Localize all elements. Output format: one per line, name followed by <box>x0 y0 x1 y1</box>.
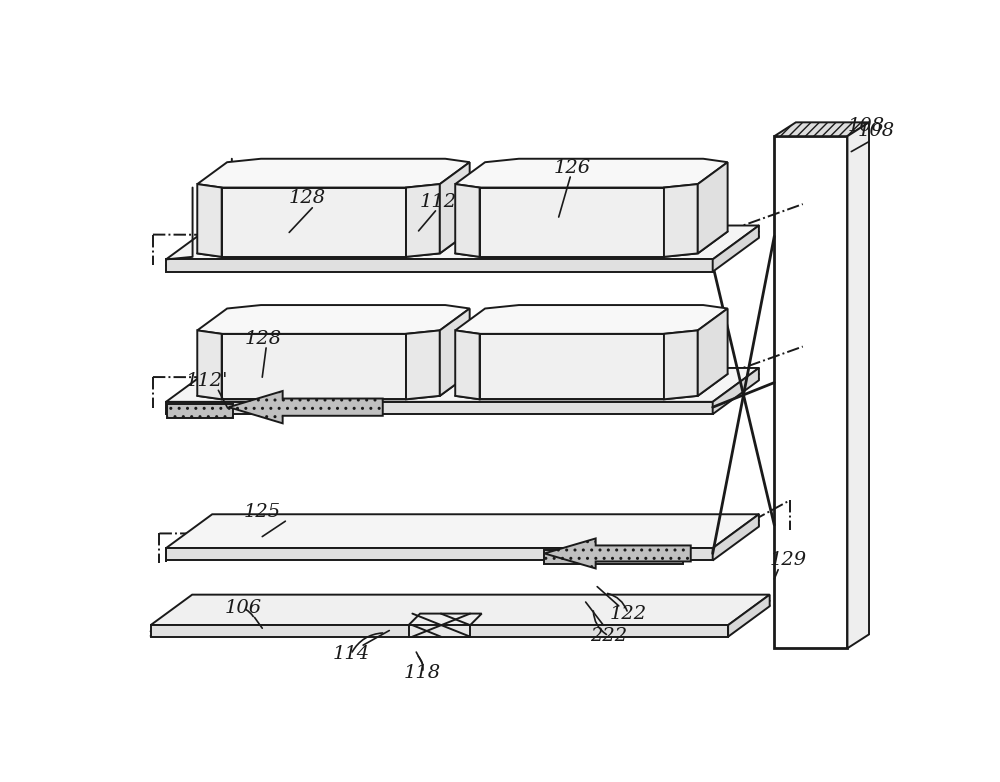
Polygon shape <box>847 122 869 648</box>
Polygon shape <box>455 330 480 400</box>
Polygon shape <box>440 162 470 253</box>
Text: 222: 222 <box>590 627 627 645</box>
Polygon shape <box>544 539 691 569</box>
Polygon shape <box>440 309 470 396</box>
Text: 112': 112' <box>186 372 228 390</box>
Text: 122: 122 <box>609 604 647 622</box>
Polygon shape <box>406 184 440 256</box>
Polygon shape <box>166 260 713 271</box>
Polygon shape <box>698 162 728 253</box>
Polygon shape <box>197 159 470 188</box>
Polygon shape <box>151 594 770 625</box>
Polygon shape <box>480 188 664 256</box>
Polygon shape <box>222 334 406 400</box>
Text: 126: 126 <box>554 159 591 177</box>
Polygon shape <box>713 515 759 561</box>
Polygon shape <box>698 309 728 396</box>
Polygon shape <box>409 625 470 637</box>
Polygon shape <box>728 594 770 637</box>
Polygon shape <box>664 330 698 400</box>
Text: 108: 108 <box>848 117 885 135</box>
Polygon shape <box>166 368 759 402</box>
Text: 112: 112 <box>420 192 457 210</box>
Text: 128: 128 <box>289 188 326 206</box>
Polygon shape <box>455 159 728 188</box>
Polygon shape <box>151 625 728 637</box>
Polygon shape <box>455 305 728 334</box>
Polygon shape <box>480 334 664 400</box>
Text: 128: 128 <box>244 330 282 348</box>
Polygon shape <box>197 184 222 256</box>
Polygon shape <box>166 515 759 548</box>
Polygon shape <box>455 184 480 256</box>
Text: 125: 125 <box>244 503 281 521</box>
Polygon shape <box>167 404 233 418</box>
Text: 114: 114 <box>332 645 369 663</box>
Polygon shape <box>774 122 869 136</box>
Polygon shape <box>664 184 698 256</box>
Polygon shape <box>166 548 713 561</box>
Polygon shape <box>406 330 440 400</box>
Polygon shape <box>222 188 406 256</box>
Polygon shape <box>197 330 222 400</box>
Polygon shape <box>713 225 759 271</box>
Polygon shape <box>409 614 482 625</box>
Text: 106: 106 <box>224 599 262 617</box>
Text: 118: 118 <box>404 664 441 682</box>
Polygon shape <box>713 368 759 414</box>
Polygon shape <box>166 225 759 260</box>
Text: 108: 108 <box>857 122 895 140</box>
Polygon shape <box>774 136 847 648</box>
Polygon shape <box>166 402 713 414</box>
Text: 129: 129 <box>770 551 807 569</box>
Polygon shape <box>544 551 683 565</box>
Polygon shape <box>197 305 470 334</box>
Polygon shape <box>229 391 383 423</box>
